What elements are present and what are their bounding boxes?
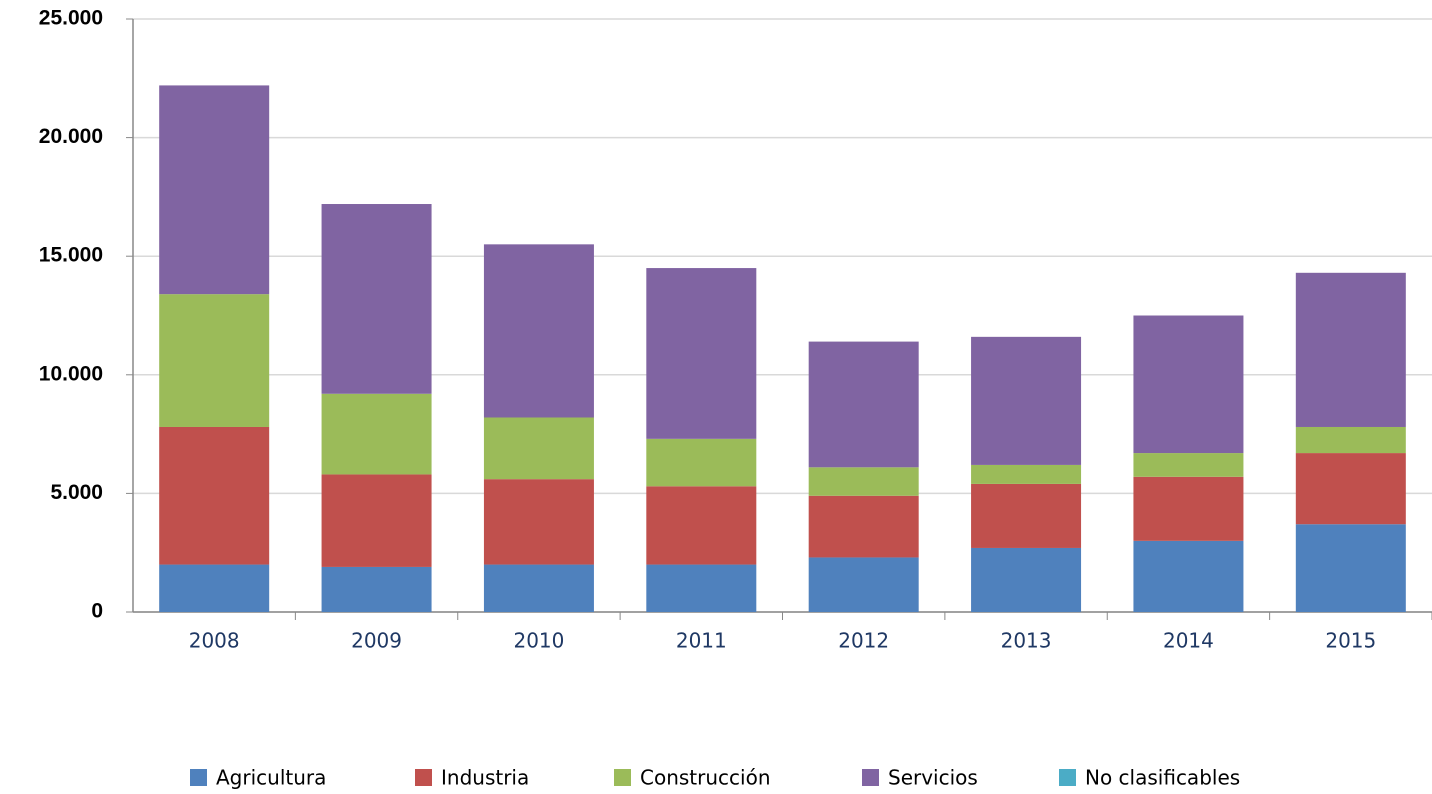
bar-segment bbox=[646, 486, 757, 565]
bar-segment bbox=[483, 417, 594, 480]
bar-segment bbox=[483, 479, 594, 565]
legend-label: Agricultura bbox=[216, 766, 326, 790]
x-tick-label: 2009 bbox=[351, 629, 402, 653]
y-tick-label: 0 bbox=[91, 600, 103, 623]
legend-label: Servicios bbox=[888, 766, 978, 790]
bar-segment bbox=[808, 557, 919, 612]
bar-segment bbox=[159, 294, 270, 427]
x-tick-label: 2014 bbox=[1163, 629, 1214, 653]
y-tick-label: 5.000 bbox=[50, 481, 103, 504]
bar-segment bbox=[1295, 272, 1406, 427]
x-tick-label: 2008 bbox=[189, 629, 240, 653]
bar-segment bbox=[159, 426, 270, 565]
x-tick-label: 2013 bbox=[1001, 629, 1052, 653]
x-tick-label: 2010 bbox=[513, 629, 564, 653]
legend-swatch bbox=[862, 769, 879, 786]
x-tick-label: 2012 bbox=[838, 629, 889, 653]
bar-segment bbox=[483, 564, 594, 612]
legend-swatch bbox=[1059, 769, 1076, 786]
y-tick-label: 20.000 bbox=[39, 125, 103, 148]
bar-segment bbox=[808, 341, 919, 468]
bar-segment bbox=[1133, 453, 1244, 477]
y-tick-label: 10.000 bbox=[39, 362, 103, 385]
legend-swatch bbox=[415, 769, 432, 786]
bar-segment bbox=[1295, 453, 1406, 525]
bar-segment bbox=[971, 464, 1082, 484]
bar-segment bbox=[1133, 315, 1244, 454]
bar-segment bbox=[971, 547, 1082, 612]
legend-swatch bbox=[614, 769, 631, 786]
bar-segment bbox=[1133, 476, 1244, 541]
y-tick-label: 25.000 bbox=[39, 7, 103, 30]
bar-segment bbox=[1295, 524, 1406, 612]
bar-segment bbox=[321, 204, 432, 394]
bar-segment bbox=[159, 564, 270, 612]
legend-label: Industria bbox=[441, 766, 529, 790]
legend-label: No clasificables bbox=[1085, 766, 1240, 790]
bar-segment bbox=[646, 268, 757, 439]
bar-segment bbox=[483, 244, 594, 418]
bar-segment bbox=[646, 564, 757, 612]
bar-segment bbox=[159, 85, 270, 295]
legend-swatch bbox=[190, 769, 207, 786]
bar-segment bbox=[808, 467, 919, 496]
x-tick-label: 2011 bbox=[676, 629, 727, 653]
bar-segment bbox=[321, 566, 432, 612]
y-tick-label: 15.000 bbox=[39, 244, 103, 267]
x-tick-label: 2015 bbox=[1325, 629, 1376, 653]
bar-segment bbox=[646, 438, 757, 487]
bar-segment bbox=[1295, 426, 1406, 454]
bar-segment bbox=[971, 336, 1082, 465]
bar-segment bbox=[971, 483, 1082, 548]
bar-segment bbox=[808, 495, 919, 558]
bar-segment bbox=[1133, 540, 1244, 612]
legend-label: Construcción bbox=[640, 766, 771, 790]
bar-segment bbox=[321, 393, 432, 475]
bar-segment bbox=[321, 474, 432, 567]
